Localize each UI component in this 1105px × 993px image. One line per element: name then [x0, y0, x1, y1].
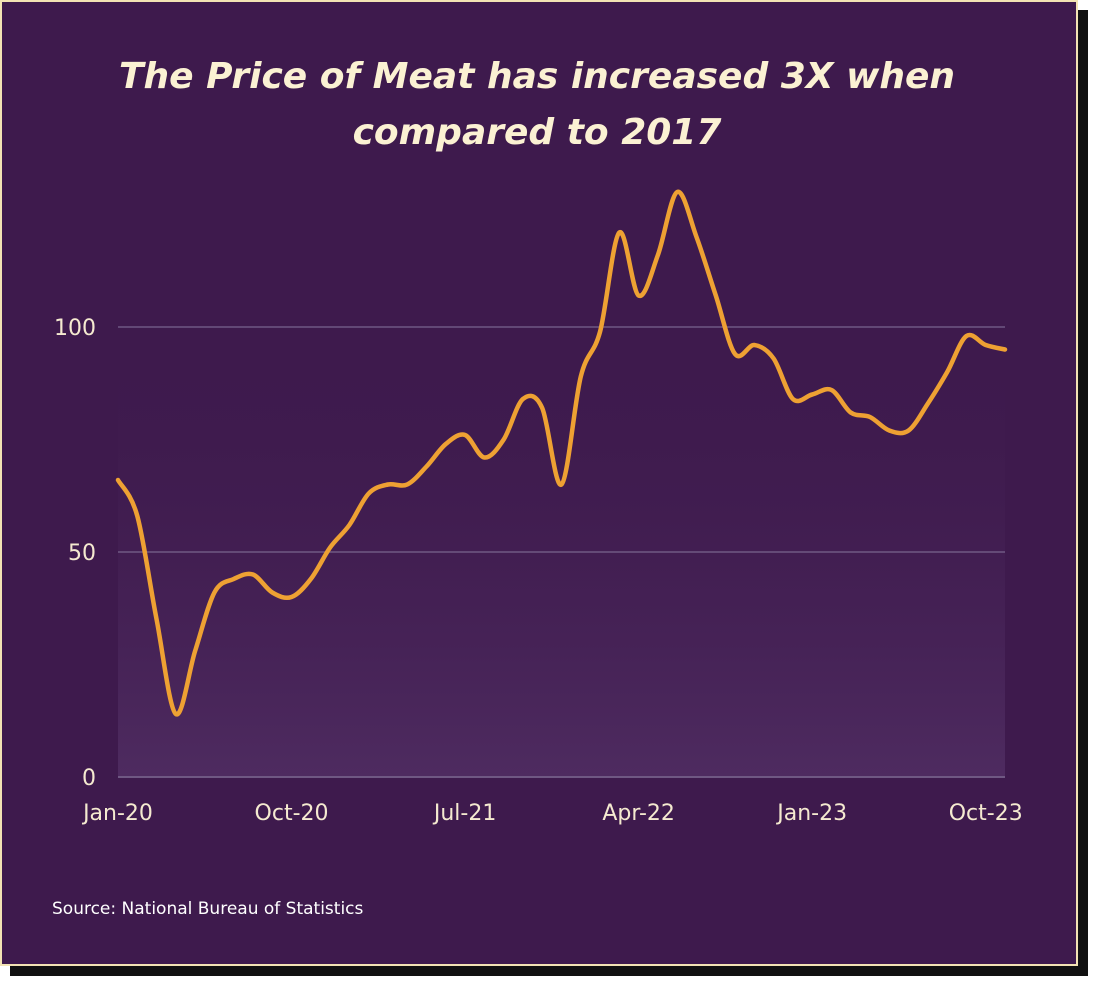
- y-tick-label: 100: [54, 316, 96, 341]
- y-tick-label: 0: [82, 766, 96, 791]
- x-tick-label: Apr-22: [602, 801, 675, 826]
- chart-card: The Price of Meat has increased 3X when …: [0, 0, 1078, 966]
- x-axis-ticks: Jan-20 Oct-20 Jul-21 Apr-22 Jan-23 Oct-23: [81, 801, 1023, 826]
- chart-title-line-2: compared to 2017: [353, 112, 722, 153]
- x-tick-label: Oct-23: [949, 801, 1023, 826]
- y-tick-label: 50: [68, 541, 96, 566]
- x-tick-label: Jul-21: [432, 801, 496, 826]
- chart-title-line-1: The Price of Meat has increased 3X when: [119, 56, 955, 97]
- x-tick-label: Jan-23: [775, 801, 847, 826]
- chart-svg: The Price of Meat has increased 3X when …: [52, 56, 1023, 919]
- x-tick-label: Jan-20: [81, 801, 153, 826]
- y-axis-ticks: 0 50 100: [54, 316, 96, 791]
- price-series-line: [115, 189, 1008, 717]
- grid-lines: [118, 326, 1005, 778]
- source-note: Source: National Bureau of Statistics: [52, 899, 364, 919]
- x-tick-label: Oct-20: [255, 801, 329, 826]
